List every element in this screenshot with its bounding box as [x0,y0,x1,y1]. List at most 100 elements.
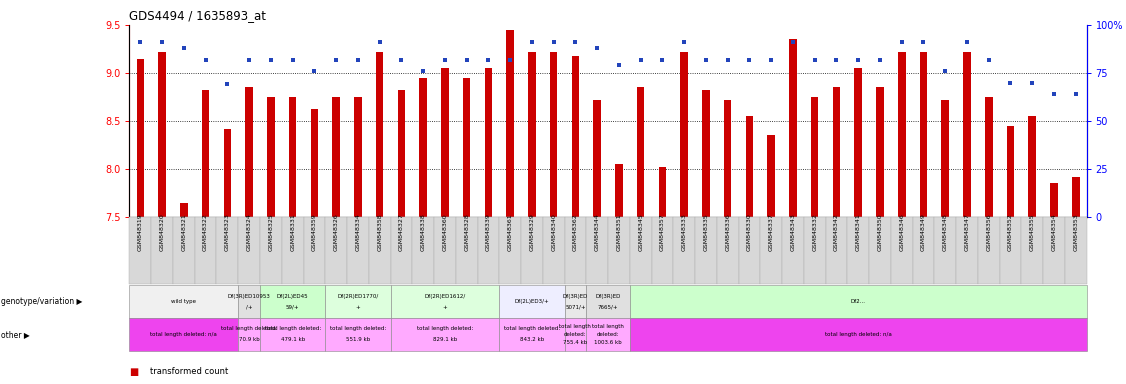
Point [588,45,606,51]
Bar [768,136,775,217]
Text: total length deleted:: total length deleted: [221,326,277,331]
Point [914,39,932,45]
Text: 843.2 kb: 843.2 kb [520,337,544,342]
Text: deleted:: deleted: [597,332,619,337]
Text: total length: total length [560,324,591,329]
Text: 479.1 kb: 479.1 kb [280,337,305,342]
Text: GSM848334: GSM848334 [356,213,360,251]
Point [1045,91,1063,97]
Bar [354,97,361,217]
Point [980,56,998,63]
Bar [963,52,971,217]
Text: 1003.6 kb: 1003.6 kb [595,340,622,345]
Bar [311,109,319,217]
Bar [920,52,927,217]
Text: Df2...: Df2... [850,299,866,304]
Bar [897,52,905,217]
Point [632,56,650,63]
Bar [876,88,884,217]
Bar [245,88,253,217]
Point [958,39,976,45]
Text: GSM848331: GSM848331 [291,213,295,251]
Text: GSM848338: GSM848338 [421,213,426,251]
Bar [703,90,709,217]
Text: Df(3R)ED: Df(3R)ED [596,294,620,299]
Point [762,56,780,63]
Bar [289,97,296,217]
Point [1066,91,1084,97]
Bar [528,52,536,217]
Text: genotype/variation ▶: genotype/variation ▶ [1,297,82,306]
Text: GSM848358: GSM848358 [377,213,382,251]
Point [218,81,236,88]
Text: GSM848351: GSM848351 [616,213,622,251]
Bar [549,52,557,217]
Bar [1051,184,1057,217]
Text: GSM848330: GSM848330 [747,213,752,251]
Bar [224,129,231,217]
Text: GSM848353: GSM848353 [1073,213,1079,251]
Text: total length deleted:: total length deleted: [265,326,321,331]
Text: ■: ■ [129,367,138,377]
Text: Df(2R)ED1770/: Df(2R)ED1770/ [338,294,378,299]
Text: GSM848346: GSM848346 [900,213,904,251]
Text: GSM848360: GSM848360 [443,213,447,251]
Text: GSM848325: GSM848325 [268,213,274,251]
Bar [1072,177,1080,217]
Point [566,39,584,45]
Text: GSM848335: GSM848335 [704,213,708,251]
Text: GSM848352: GSM848352 [1008,213,1013,251]
Text: GSM848345: GSM848345 [638,213,643,251]
Text: GSM848342: GSM848342 [834,213,839,251]
Text: GSM848339: GSM848339 [486,213,491,251]
Point [436,56,454,63]
Text: total length: total length [592,324,624,329]
Bar [811,97,819,217]
Text: 70.9 kb: 70.9 kb [239,337,259,342]
Text: total length deleted: n/a: total length deleted: n/a [151,332,217,337]
Point [676,39,694,45]
Text: GSM848337: GSM848337 [769,213,774,251]
Point [284,56,302,63]
Point [870,56,888,63]
Text: total length deleted:: total length deleted: [417,326,473,331]
Text: GSM848341: GSM848341 [856,213,860,251]
Text: GSM848359: GSM848359 [312,213,316,251]
Text: GSM848324: GSM848324 [247,213,251,251]
Bar [419,78,427,217]
Text: wild type: wild type [171,299,196,304]
Text: Df(3R)ED10953: Df(3R)ED10953 [227,294,270,299]
Point [653,56,671,63]
Point [392,56,410,63]
Point [610,62,628,68]
Text: GSM848322: GSM848322 [203,213,208,251]
Text: /+: /+ [245,305,252,310]
Text: GSM848333: GSM848333 [681,213,687,251]
Point [305,68,323,74]
Bar [1007,126,1015,217]
Text: GSM848328: GSM848328 [464,213,470,251]
Point [501,56,519,63]
Bar [724,100,732,217]
Text: 829.1 kb: 829.1 kb [432,337,457,342]
Text: 755.4 kb: 755.4 kb [563,340,588,345]
Point [1001,79,1019,86]
Text: GSM848320: GSM848320 [160,213,164,251]
Point [153,39,171,45]
Text: GSM848347: GSM848347 [965,213,969,251]
Bar [180,203,188,217]
Text: 5071/+: 5071/+ [565,305,586,310]
Text: GSM848361: GSM848361 [508,213,512,251]
Point [197,56,215,63]
Text: GSM848319: GSM848319 [137,213,143,251]
Bar [572,56,579,217]
Text: total length deleted:: total length deleted: [503,326,560,331]
Bar [202,90,209,217]
Point [414,68,432,74]
Bar [507,30,513,217]
Point [240,56,258,63]
Bar [745,116,753,217]
Bar [441,68,448,217]
Text: GSM848340: GSM848340 [551,213,556,251]
Text: total length deleted: n/a: total length deleted: n/a [824,332,892,337]
